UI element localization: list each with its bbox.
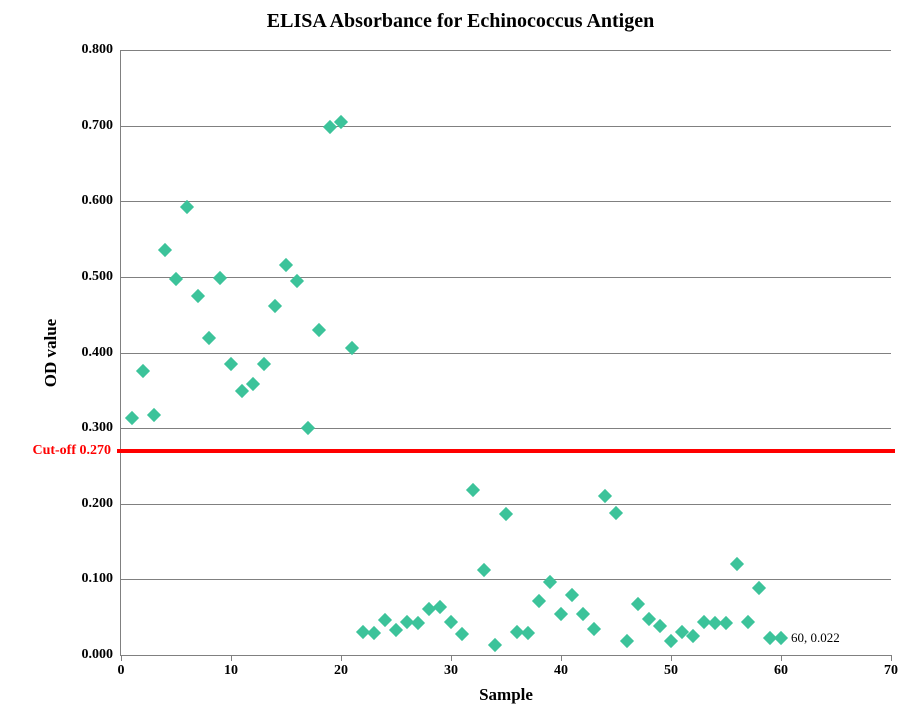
plot-area: OD value Sample 0.0000.1000.2000.3000.40…	[120, 50, 891, 656]
data-point	[169, 272, 183, 286]
x-tick-label: 10	[224, 655, 238, 679]
data-point	[433, 600, 447, 614]
y-tick-label: 0.400	[82, 345, 122, 361]
x-tick-label: 40	[554, 655, 568, 679]
data-point	[609, 506, 623, 520]
gridline	[121, 50, 891, 51]
gridline	[121, 277, 891, 278]
data-point	[532, 594, 546, 608]
data-point	[554, 607, 568, 621]
x-tick-label: 30	[444, 655, 458, 679]
data-point	[290, 274, 304, 288]
data-point	[191, 289, 205, 303]
data-point	[147, 407, 161, 421]
data-point	[741, 615, 755, 629]
data-point	[224, 357, 238, 371]
data-point	[455, 627, 469, 641]
y-tick-label: 0.000	[82, 647, 122, 663]
data-point	[312, 323, 326, 337]
data-point	[213, 271, 227, 285]
data-point	[268, 299, 282, 313]
data-point	[367, 626, 381, 640]
gridline	[121, 353, 891, 354]
y-tick-label: 0.700	[82, 118, 122, 134]
data-point	[257, 357, 271, 371]
y-tick-label: 0.200	[82, 496, 122, 512]
data-point	[576, 607, 590, 621]
data-point	[202, 331, 216, 345]
data-point	[565, 587, 579, 601]
y-axis-label: OD value	[41, 318, 61, 386]
data-point	[378, 613, 392, 627]
data-point	[521, 626, 535, 640]
x-tick-label: 20	[334, 655, 348, 679]
data-point	[664, 634, 678, 648]
data-point	[752, 581, 766, 595]
data-point	[719, 616, 733, 630]
data-point	[235, 384, 249, 398]
data-point	[444, 615, 458, 629]
x-tick-label: 50	[664, 655, 678, 679]
data-point	[136, 364, 150, 378]
cutoff-label: Cut-off 0.270	[32, 443, 121, 459]
y-tick-label: 0.300	[82, 420, 122, 436]
data-point	[279, 258, 293, 272]
point-annotation: 60, 0.022	[791, 630, 840, 646]
data-point	[620, 634, 634, 648]
data-point	[411, 616, 425, 630]
y-tick-label: 0.100	[82, 571, 122, 587]
data-point	[389, 623, 403, 637]
x-axis-label: Sample	[121, 685, 891, 705]
data-point	[730, 557, 744, 571]
gridline	[121, 201, 891, 202]
data-point	[158, 243, 172, 257]
gridline	[121, 428, 891, 429]
x-tick-label: 70	[884, 655, 898, 679]
data-point	[477, 562, 491, 576]
data-point	[543, 575, 557, 589]
cutoff-line	[117, 449, 895, 453]
data-point	[125, 411, 139, 425]
data-point	[488, 638, 502, 652]
data-point	[587, 622, 601, 636]
data-point	[598, 489, 612, 503]
data-point	[653, 619, 667, 633]
chart-title: ELISA Absorbance for Echinococcus Antige…	[0, 10, 921, 33]
data-point	[466, 483, 480, 497]
data-point	[301, 421, 315, 435]
y-tick-label: 0.800	[82, 42, 122, 58]
data-point	[499, 507, 513, 521]
gridline	[121, 126, 891, 127]
y-tick-label: 0.600	[82, 193, 122, 209]
data-point	[774, 631, 788, 645]
scatter-chart: ELISA Absorbance for Echinococcus Antige…	[0, 0, 921, 722]
x-tick-label: 60	[774, 655, 788, 679]
gridline	[121, 579, 891, 580]
y-tick-label: 0.500	[82, 269, 122, 285]
x-tick-label: 0	[118, 655, 125, 679]
gridline	[121, 504, 891, 505]
data-point	[631, 596, 645, 610]
